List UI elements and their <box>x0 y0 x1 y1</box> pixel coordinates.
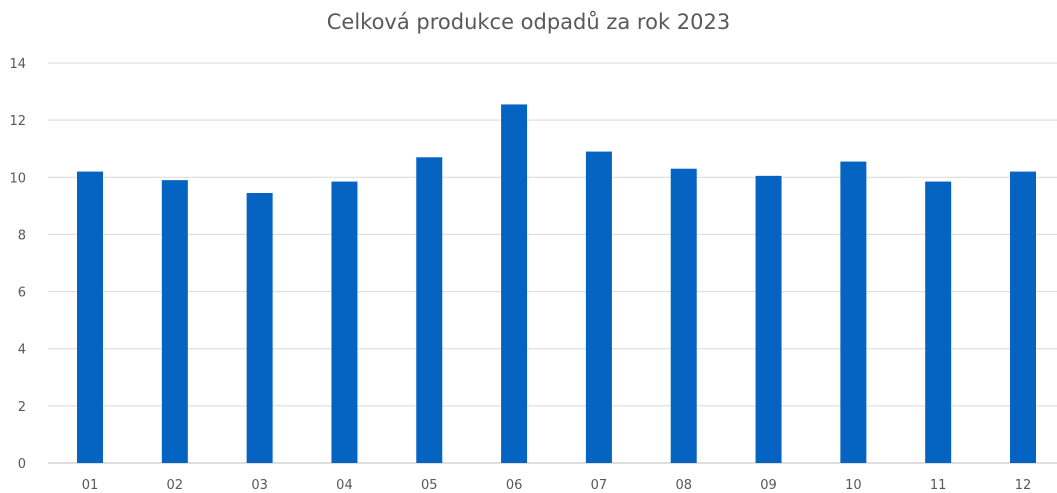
bar-10 <box>840 161 867 464</box>
gridlines <box>48 62 1057 464</box>
bar-06 <box>501 104 528 463</box>
x-tick-label-08: 08 <box>675 478 692 493</box>
bar-08 <box>670 168 697 463</box>
x-tick-label-07: 07 <box>591 478 608 493</box>
x-tick-label-05: 05 <box>421 478 438 493</box>
x-tick-label-11: 11 <box>930 478 947 493</box>
x-tick-label-04: 04 <box>336 478 353 493</box>
bar-07 <box>585 151 612 464</box>
y-tick-label: 4 <box>18 343 26 358</box>
x-tick-label-06: 06 <box>506 478 523 493</box>
x-tick-label-01: 01 <box>82 478 99 493</box>
y-tick-label: 14 <box>9 57 26 72</box>
y-tick-label: 8 <box>18 228 26 243</box>
x-tick-label-12: 12 <box>1015 478 1032 493</box>
bars <box>77 104 1036 464</box>
x-tick-label-02: 02 <box>167 478 184 493</box>
y-tick-label: 10 <box>9 171 26 186</box>
y-tick-label: 0 <box>18 457 26 472</box>
bar-04 <box>331 181 358 464</box>
chart-title: Celková produkce odpadů za rok 2023 <box>326 10 731 34</box>
x-tick-label-10: 10 <box>845 478 862 493</box>
bar-05 <box>416 157 443 464</box>
x-axis-tick-labels: 01 02 03 04 05 06 07 08 09 10 11 12 <box>82 478 1032 493</box>
x-tick-label-09: 09 <box>760 478 777 493</box>
bar-01 <box>77 171 103 464</box>
bar-09 <box>755 175 782 463</box>
y-axis-tick-labels: 0 2 4 6 8 10 12 14 <box>9 57 26 472</box>
y-tick-label: 12 <box>9 114 26 129</box>
bar-03 <box>246 193 273 463</box>
bar-11 <box>925 181 952 464</box>
bar-02 <box>161 180 188 463</box>
x-tick-label-03: 03 <box>251 478 268 493</box>
bar-12 <box>1010 171 1036 464</box>
y-tick-label: 6 <box>18 286 26 301</box>
y-tick-label: 2 <box>18 400 26 415</box>
